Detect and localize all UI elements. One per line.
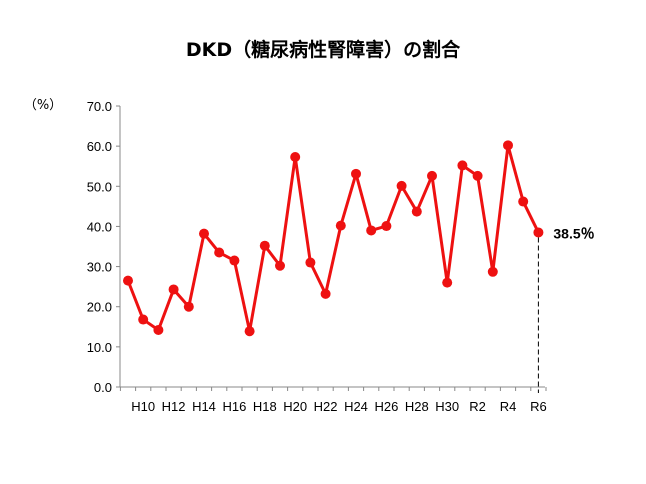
y-tick-label: 60.0 xyxy=(87,139,112,154)
data-point xyxy=(518,196,529,207)
data-point xyxy=(229,255,240,266)
x-tick-label: H28 xyxy=(405,399,429,414)
data-point xyxy=(411,206,422,217)
y-tick-label: 30.0 xyxy=(87,260,112,275)
data-point xyxy=(472,170,483,181)
y-tick-label: 40.0 xyxy=(87,219,112,234)
data-point xyxy=(396,180,407,191)
callout-label: 38.5％ xyxy=(553,225,594,241)
x-tick-label: H30 xyxy=(435,399,459,414)
data-point xyxy=(275,260,285,271)
x-tick-label: R2 xyxy=(469,399,486,414)
data-point xyxy=(138,314,149,325)
x-tick-label: H20 xyxy=(283,399,307,414)
data-point xyxy=(427,170,437,181)
x-tick-label: H22 xyxy=(314,399,338,414)
data-point xyxy=(381,221,392,232)
x-tick-label: H26 xyxy=(374,399,398,414)
y-tick-label: 70.0 xyxy=(87,99,112,114)
data-point xyxy=(183,301,194,312)
y-axis-unit-label: （%） xyxy=(24,98,62,113)
data-point xyxy=(259,240,270,251)
chart-title: DKD（糖尿病性腎障害）の割合 xyxy=(186,38,461,61)
data-point xyxy=(351,168,361,179)
data-point xyxy=(153,324,164,335)
x-tick-label: H14 xyxy=(192,399,216,414)
annotation: 38.5％ xyxy=(537,225,595,393)
data-point xyxy=(320,288,331,299)
y-tick-label: 50.0 xyxy=(87,179,112,194)
x-tick-label: H24 xyxy=(344,399,368,414)
data-point xyxy=(244,326,255,337)
data-point xyxy=(442,277,453,288)
data-point xyxy=(366,225,377,236)
data-point xyxy=(305,257,316,268)
x-tick-label: H18 xyxy=(253,399,277,414)
data-series xyxy=(123,140,544,337)
x-tick-label: R6 xyxy=(530,399,547,414)
data-point xyxy=(487,266,498,277)
x-tick-label: H16 xyxy=(222,399,246,414)
y-tick-label: 0.0 xyxy=(94,380,112,395)
data-point xyxy=(503,140,513,151)
data-point xyxy=(335,220,346,231)
data-point xyxy=(457,160,468,171)
data-point xyxy=(533,227,544,238)
data-point xyxy=(199,228,209,239)
y-axis-ticks: 0.0 10.0 20.0 30.0 40.0 50.0 60.0 70.0 xyxy=(87,99,120,395)
data-point xyxy=(168,284,179,295)
data-point xyxy=(290,151,301,162)
x-tick-label: H10 xyxy=(131,399,155,414)
x-tick-label: H12 xyxy=(162,399,186,414)
x-tick-label: R4 xyxy=(500,399,517,414)
x-axis-ticks: H10 H12 H14 H16 H18 H20 H22 H24 H26 H28 H30 R2 R4 R6 xyxy=(119,387,547,414)
y-tick-label: 20.0 xyxy=(87,300,112,315)
axes xyxy=(119,106,545,388)
data-point xyxy=(214,247,225,258)
y-tick-label: 10.0 xyxy=(87,340,112,355)
series-line xyxy=(126,143,540,333)
data-point xyxy=(123,275,133,286)
